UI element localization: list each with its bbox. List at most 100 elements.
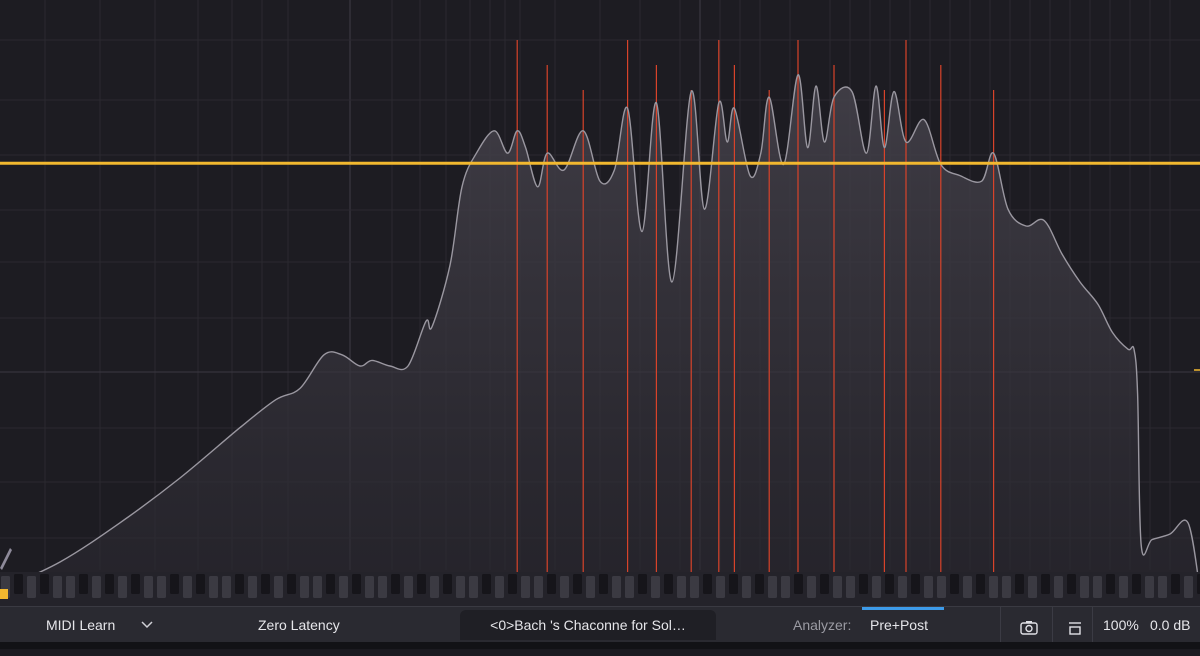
piano-key[interactable] [482,574,491,594]
piano-key[interactable] [1119,576,1128,598]
piano-key[interactable] [1002,576,1011,598]
piano-key[interactable] [469,576,478,598]
piano-key[interactable] [300,576,309,598]
piano-key[interactable] [222,576,231,598]
piano-key[interactable] [820,574,829,594]
piano-key[interactable] [586,576,595,598]
piano-key[interactable] [937,576,946,598]
piano-key[interactable] [846,576,855,598]
piano-key[interactable] [1041,574,1050,594]
piano-key[interactable] [53,576,62,598]
piano-key[interactable] [534,576,543,598]
piano-key[interactable] [1197,574,1200,594]
piano-key[interactable] [625,576,634,598]
piano-key[interactable] [170,574,179,594]
piano-key[interactable] [443,574,452,594]
piano-key[interactable] [1106,574,1115,594]
piano-key[interactable] [183,576,192,598]
piano-key[interactable] [27,576,36,598]
piano-key[interactable] [950,574,959,594]
piano-key[interactable] [768,576,777,598]
band-handle-icon[interactable] [0,548,12,570]
piano-key[interactable] [547,574,556,594]
piano-key[interactable] [1132,574,1141,594]
piano-key[interactable] [248,576,257,598]
piano-key[interactable] [508,574,517,594]
piano-key[interactable] [1093,576,1102,598]
piano-key[interactable] [196,574,205,594]
piano-key[interactable] [274,576,283,598]
piano-key[interactable] [742,576,751,598]
piano-key[interactable] [612,576,621,598]
piano-key[interactable] [807,576,816,598]
collapse-button[interactable] [1066,615,1084,635]
piano-key[interactable] [573,574,582,594]
midi-learn-dropdown[interactable] [140,607,154,643]
piano-key[interactable] [781,576,790,598]
piano-key[interactable] [40,574,49,594]
zoom-level[interactable]: 100% [1103,617,1139,633]
snapshot-button[interactable] [1018,615,1040,635]
piano-key[interactable] [430,576,439,598]
piano-key[interactable] [755,574,764,594]
piano-key[interactable] [391,574,400,594]
piano-key[interactable] [378,576,387,598]
piano-key[interactable] [638,574,647,594]
piano-key[interactable] [313,576,322,598]
piano-key[interactable] [456,576,465,598]
piano-key[interactable] [79,574,88,594]
piano-key[interactable] [560,576,569,598]
piano-key[interactable] [599,574,608,594]
piano-key[interactable] [144,576,153,598]
piano-key[interactable] [976,574,985,594]
piano-key[interactable] [989,576,998,598]
piano-key[interactable] [157,576,166,598]
piano-key[interactable] [690,576,699,598]
piano-key[interactable] [1028,576,1037,598]
piano-key[interactable] [261,574,270,594]
preset-name[interactable]: <0>Bach 's Chaconne for Sol… [460,610,716,640]
piano-key[interactable] [963,576,972,598]
piano-key[interactable] [677,576,686,598]
piano-key[interactable] [924,576,933,598]
piano-key[interactable] [885,574,894,594]
piano-key[interactable] [1015,574,1024,594]
piano-key[interactable] [404,576,413,598]
piano-key[interactable] [898,576,907,598]
piano-key[interactable] [235,574,244,594]
piano-key[interactable] [794,574,803,594]
piano-key[interactable] [729,574,738,594]
piano-key[interactable] [716,576,725,598]
piano-keyboard[interactable] [0,572,1200,606]
piano-key[interactable] [859,574,868,594]
piano-key[interactable] [131,574,140,594]
piano-key[interactable] [1145,576,1154,598]
piano-key[interactable] [105,574,114,594]
output-gain[interactable]: 0.0 dB [1150,617,1191,633]
piano-key[interactable] [1080,576,1089,598]
zero-latency-button[interactable]: Zero Latency [258,617,340,633]
piano-key[interactable] [209,576,218,598]
piano-key[interactable] [352,574,361,594]
piano-key[interactable] [14,574,23,594]
piano-key[interactable] [833,576,842,598]
piano-key[interactable] [872,576,881,598]
piano-key[interactable] [417,574,426,594]
piano-key[interactable] [1067,574,1076,594]
piano-key[interactable] [92,576,101,598]
piano-key[interactable] [651,576,660,598]
piano-key[interactable] [1158,576,1167,598]
piano-key[interactable] [339,576,348,598]
piano-key[interactable] [326,574,335,594]
piano-key[interactable] [365,576,374,598]
piano-key[interactable] [118,576,127,598]
piano-key[interactable] [703,574,712,594]
analyzer-mode-button[interactable]: Pre+Post [870,617,928,633]
piano-key[interactable] [1171,574,1180,594]
piano-key[interactable] [911,574,920,594]
piano-key[interactable] [1054,576,1063,598]
piano-key[interactable] [495,576,504,598]
piano-key[interactable] [66,576,75,598]
piano-key[interactable] [521,576,530,598]
midi-learn-button[interactable]: MIDI Learn [46,617,116,633]
